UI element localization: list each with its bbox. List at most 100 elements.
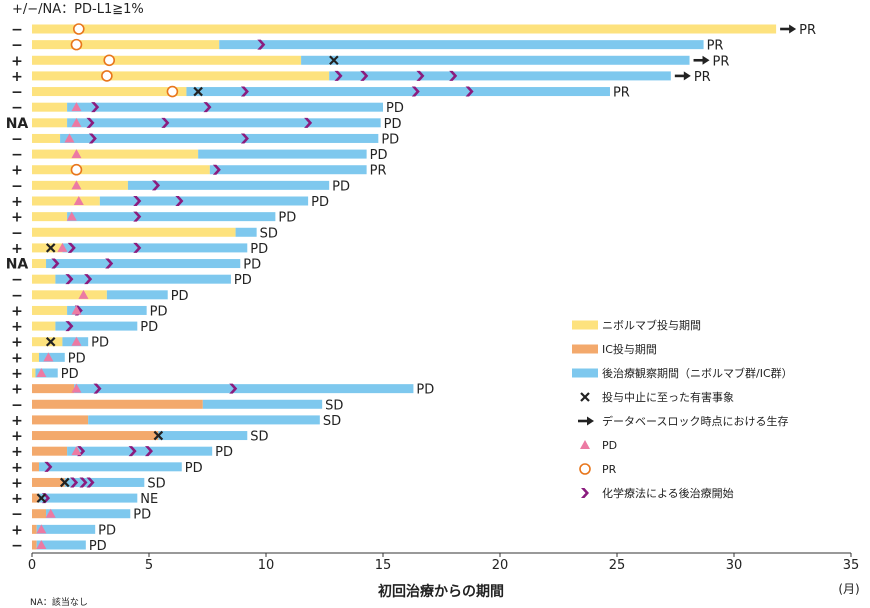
x-stroke: [153, 430, 164, 441]
swimmer-row: − PD: [11, 147, 387, 163]
swimmer-row: + PD: [11, 522, 116, 538]
ae-stop-marker: [193, 86, 203, 97]
response-label: PD: [381, 132, 399, 147]
observation-bar: [235, 227, 257, 237]
response-label: PD: [215, 445, 233, 460]
observation-bar: [88, 415, 320, 425]
response-label: SD: [325, 398, 343, 413]
alive-arrow-icon: [674, 71, 691, 81]
pr-marker: [73, 23, 85, 35]
observation-bar: [219, 40, 704, 50]
x-stroke: [193, 86, 203, 97]
observation-bar: [301, 55, 690, 65]
pdl1-label: +: [11, 413, 23, 429]
observation-bar: [39, 352, 65, 362]
response-label: PD: [370, 148, 388, 163]
pdl1-label: −: [11, 288, 23, 304]
triangle-icon: [580, 440, 590, 449]
pdl1-label: −: [11, 272, 23, 288]
legend-item-pd: PD: [580, 439, 617, 452]
pd-marker: [78, 289, 89, 299]
pdl1-label: +: [11, 194, 23, 210]
chemo-start-marker: [105, 258, 114, 269]
x-tick-label: 20: [492, 558, 509, 573]
swimmer-row: + PD: [11, 319, 158, 335]
chemo-start-marker: [77, 446, 86, 457]
chemo-start-marker: [465, 86, 474, 97]
response-label: PD: [61, 367, 79, 382]
observation-bar: [62, 243, 248, 253]
observation-bar: [64, 477, 145, 487]
legend-item-nivolumab: ニボルマブ投与期間: [572, 318, 701, 332]
response-label: PD: [171, 289, 189, 304]
chemo-start-marker: [65, 274, 74, 285]
nivolumab-bar: [32, 40, 220, 50]
swimmer-row: + PD: [11, 303, 167, 319]
pdl1-label: −: [11, 85, 23, 101]
observation-bar: [39, 493, 138, 503]
legend: ニボルマブ投与期間 IC投与期間 後治療観察期間（ニボルマブ群/IC群） 投与中…: [572, 318, 793, 500]
swimmer-row: + NE: [11, 491, 158, 507]
pdl1-label: +: [11, 382, 23, 398]
pd-marker: [71, 180, 82, 190]
response-label: SD: [250, 430, 268, 445]
row-label-title: +/−/NA：PD-L1≧1%: [12, 2, 144, 17]
x-stroke: [329, 55, 339, 66]
legend-label: PR: [602, 463, 617, 476]
swimmer-row: + PD: [11, 241, 268, 257]
swimmer-row: − PD: [11, 100, 404, 116]
x-stroke: [36, 493, 47, 503]
pdl1-label: NA: [6, 116, 29, 132]
ic-bar: [32, 462, 40, 472]
legend-item-observation: 後治療観察期間（ニボルマブ群/IC群）: [572, 366, 793, 380]
response-label: PD: [89, 539, 107, 554]
x-stroke: [59, 477, 70, 488]
nivolumab-bar: [32, 290, 107, 300]
swimmer-row: − PD: [11, 178, 350, 194]
ic-bar: [32, 399, 203, 409]
pdl1-label: +: [11, 350, 23, 366]
chemo-start-marker: [161, 117, 170, 128]
response-label: PR: [713, 54, 730, 69]
x-tick-label: 25: [609, 558, 626, 573]
swimmer-row: − PD: [11, 131, 399, 147]
x-tick-label: 0: [28, 558, 36, 573]
chevron-icon: [581, 488, 589, 498]
response-label: PD: [384, 117, 402, 132]
observation-swatch: [572, 368, 598, 378]
pdl1-label: +: [11, 319, 23, 335]
pdl1-label: +: [11, 429, 23, 445]
swimmer-row: − PR: [11, 85, 630, 101]
ic-bar: [32, 415, 89, 425]
observation-bar: [55, 321, 138, 331]
pdl1-label: −: [11, 538, 23, 554]
ae-stop-marker: [153, 430, 164, 441]
chemo-start-marker: [44, 461, 53, 472]
legend-label: IC投与期間: [602, 342, 657, 356]
pd-marker: [71, 305, 82, 315]
legend-item-pr: PR: [579, 463, 617, 476]
x-tick-label: 30: [726, 558, 743, 573]
pd-marker: [64, 133, 75, 143]
response-label: PD: [234, 273, 252, 288]
pdl1-label: +: [11, 335, 23, 351]
observation-bar: [55, 274, 231, 284]
x-tick-label: 15: [375, 558, 392, 573]
swimmer-row: + PR: [11, 69, 711, 85]
ic-bar: [32, 431, 159, 441]
swimmer-row: NA PD: [6, 257, 261, 273]
pdl1-label: −: [11, 397, 23, 413]
nivolumab-bar: [32, 352, 40, 362]
nivolumab-bar: [32, 149, 199, 159]
observation-bar: [209, 165, 367, 175]
pd-marker: [71, 102, 82, 112]
legend-item-alive: データベースロック時点における生存: [578, 414, 788, 428]
arrow-right-icon: [578, 416, 594, 426]
chemo-start-marker: [175, 196, 184, 206]
response-label: PD: [332, 179, 350, 194]
response-label: PD: [250, 242, 268, 257]
chemo-start-marker: [152, 180, 161, 191]
chemo-start-marker: [67, 242, 76, 253]
swimmer-row: + PD: [11, 460, 202, 476]
response-label: PR: [707, 39, 724, 54]
